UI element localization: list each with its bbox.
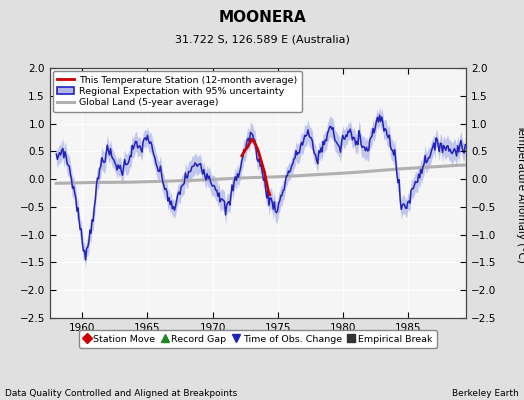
Text: 31.722 S, 126.589 E (Australia): 31.722 S, 126.589 E (Australia) bbox=[174, 34, 350, 44]
Legend: This Temperature Station (12-month average), Regional Expectation with 95% uncer: This Temperature Station (12-month avera… bbox=[52, 71, 302, 112]
Text: Berkeley Earth: Berkeley Earth bbox=[452, 389, 519, 398]
Text: Data Quality Controlled and Aligned at Breakpoints: Data Quality Controlled and Aligned at B… bbox=[5, 389, 237, 398]
Legend: Station Move, Record Gap, Time of Obs. Change, Empirical Break: Station Move, Record Gap, Time of Obs. C… bbox=[79, 330, 437, 348]
Text: MOONERA: MOONERA bbox=[218, 10, 306, 25]
Y-axis label: Temperature Anomaly (°C): Temperature Anomaly (°C) bbox=[516, 124, 524, 262]
